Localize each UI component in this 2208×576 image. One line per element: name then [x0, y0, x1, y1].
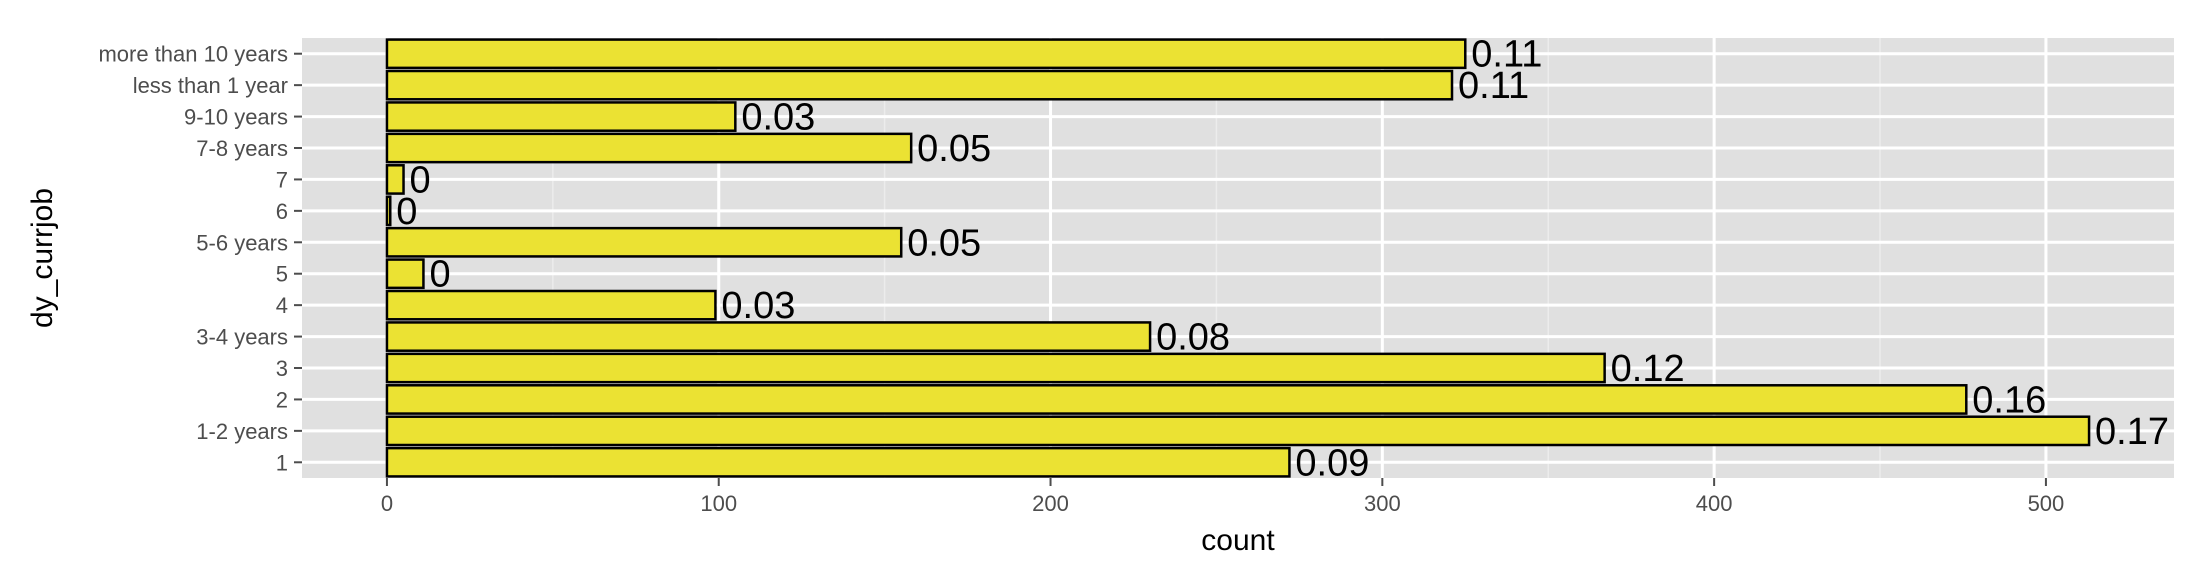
data-label: 0.05	[917, 128, 991, 170]
x-axis: 0 100 200 300 400 500	[381, 478, 2064, 516]
data-label: 0.05	[907, 222, 981, 264]
data-label: 0.16	[1972, 379, 2046, 421]
bar	[385, 321, 1152, 352]
bar	[385, 101, 737, 132]
data-label: 0	[410, 159, 431, 201]
bar	[385, 69, 1454, 101]
x-tick-label: 100	[700, 491, 737, 516]
bar	[385, 195, 392, 227]
y-tick-label: 7-8 years	[196, 136, 288, 161]
data-label: 0.12	[1611, 348, 1685, 390]
y-tick-label: 4	[276, 293, 288, 318]
bar	[385, 289, 717, 321]
bars	[385, 38, 2091, 478]
data-labels: 0.090.170.160.120.080.0300.05000.050.030…	[396, 34, 2169, 485]
bar	[385, 38, 1467, 70]
x-tick-label: 0	[381, 491, 393, 516]
y-tick-label: 1	[276, 450, 288, 475]
y-tick-label: 1-2 years	[196, 419, 288, 444]
bar	[385, 258, 425, 290]
bar	[385, 446, 1291, 478]
y-tick-label: 2	[276, 387, 288, 412]
y-tick-label: 5-6 years	[196, 230, 288, 255]
data-label: 0.09	[1295, 442, 1369, 484]
x-tick-label: 400	[1696, 491, 1733, 516]
x-tick-label: 500	[2028, 491, 2065, 516]
x-axis-title: count	[1201, 524, 1275, 557]
x-tick-label: 200	[1032, 491, 1069, 516]
data-label: 0.11	[1471, 34, 1542, 76]
bar	[385, 132, 913, 164]
data-label: 0.08	[1156, 317, 1230, 359]
data-label: 0	[396, 191, 417, 233]
y-tick-label: 7	[276, 167, 288, 192]
y-tick-label: 3	[276, 356, 288, 381]
y-tick-label: less than 1 year	[133, 73, 288, 98]
y-axis: 1 1-2 years 2 3 3-4 years 4 5 5-6 years 6 7 7-8 ye…	[98, 42, 302, 475]
bar	[385, 226, 903, 258]
y-tick-label: more than 10 years	[98, 42, 288, 67]
bar	[385, 415, 2091, 447]
y-axis-title: dy_currjob	[26, 188, 59, 328]
y-tick-label: 9-10 years	[184, 105, 288, 130]
y-tick-label: 6	[276, 199, 288, 224]
y-tick-label: 5	[276, 262, 288, 287]
data-label: 0.03	[721, 285, 795, 327]
bar	[385, 164, 405, 195]
data-label: 0.03	[741, 97, 815, 139]
data-label: 0	[429, 254, 450, 296]
x-tick-label: 300	[1364, 491, 1401, 516]
bar	[385, 384, 1968, 415]
y-tick-label: 3-4 years	[196, 325, 288, 350]
bar	[385, 352, 1606, 384]
data-label: 0.17	[2095, 411, 2169, 453]
data-label: 0.11	[1458, 65, 1529, 107]
